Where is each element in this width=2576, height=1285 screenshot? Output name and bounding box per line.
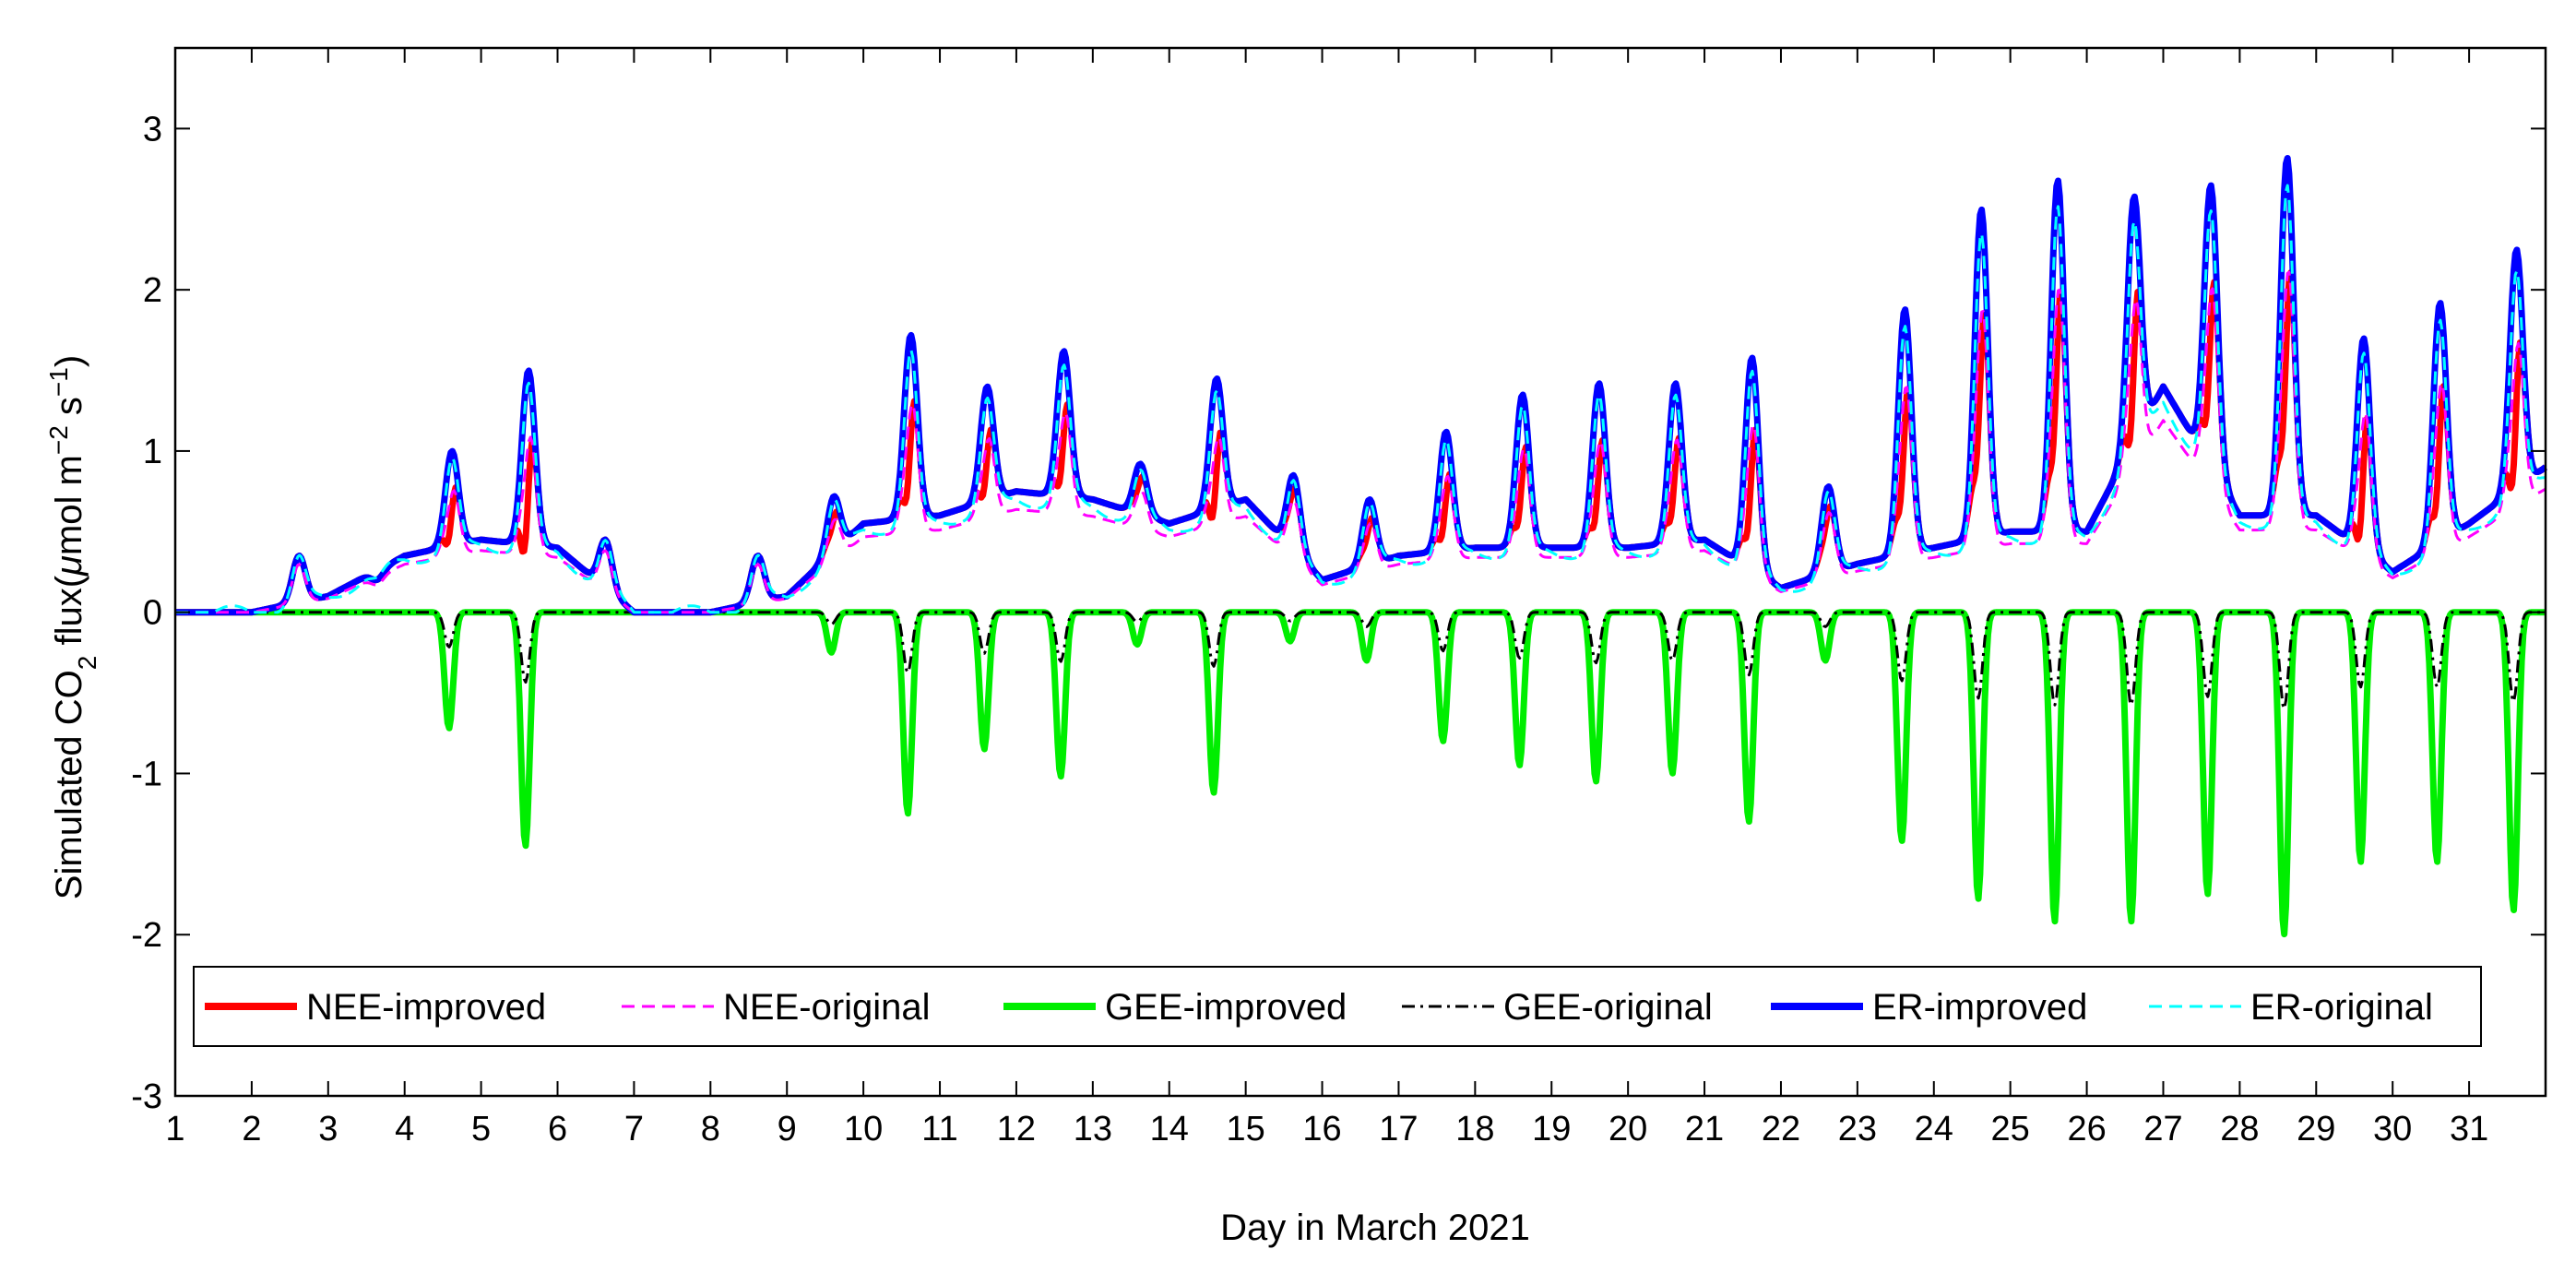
x-tick-label: 10 — [844, 1110, 883, 1148]
x-tick-label: 31 — [2450, 1110, 2488, 1148]
x-tick-label: 30 — [2373, 1110, 2412, 1148]
series-er-original — [175, 184, 2546, 614]
x-tick-label: 27 — [2143, 1110, 2182, 1148]
x-axis-label: Day in March 2021 — [1220, 1208, 1530, 1248]
y-tick-label: 0 — [143, 594, 162, 633]
x-tick-label: 28 — [2220, 1110, 2259, 1148]
x-tick-label: 1 — [165, 1110, 184, 1148]
series-gee-original — [175, 611, 2546, 710]
series-er-improved — [173, 155, 2548, 616]
x-tick-label: 12 — [997, 1110, 1036, 1148]
plot-area — [173, 155, 2548, 938]
x-tick-label: 21 — [1685, 1110, 1724, 1148]
legend-label-gee-original: GEE-original — [1503, 987, 1713, 1028]
y-tick-label: 2 — [143, 271, 162, 310]
x-tick-label: 3 — [318, 1110, 338, 1148]
axes-frame — [173, 46, 2547, 1098]
x-tick-label: 9 — [778, 1110, 797, 1148]
y-tick-label: -2 — [131, 916, 162, 955]
legend-label-er-improved: ER-improved — [1872, 987, 2087, 1028]
x-tick-label: 26 — [2067, 1110, 2106, 1148]
x-tick-label: 29 — [2297, 1110, 2335, 1148]
x-tick-label: 15 — [1227, 1110, 1265, 1148]
x-tick-label: 2 — [242, 1110, 261, 1148]
x-tick-label: 22 — [1762, 1110, 1800, 1148]
x-tick-label: 14 — [1150, 1110, 1189, 1148]
x-tick-label: 6 — [548, 1110, 567, 1148]
x-tick-label: 19 — [1532, 1110, 1571, 1148]
x-tick-label: 5 — [471, 1110, 491, 1148]
y-axis-label: Simulated CO2 flux(μmol m−2 s−1) — [44, 355, 101, 899]
x-tick-label: 25 — [1991, 1110, 2030, 1148]
x-tick-label: 4 — [395, 1110, 414, 1148]
legend-label-nee-original: NEE-original — [723, 987, 931, 1028]
y-tick-label: -3 — [131, 1077, 162, 1116]
x-tick-label: 23 — [1838, 1110, 1877, 1148]
x-tick-label: 17 — [1379, 1110, 1418, 1148]
x-tick-label: 7 — [624, 1110, 644, 1148]
legend-label-gee-improved: GEE-improved — [1105, 987, 1347, 1028]
legend-label-er-original: ER-original — [2250, 987, 2433, 1028]
x-tick-label: 18 — [1455, 1110, 1494, 1148]
legend-label-nee-improved: NEE-improved — [306, 987, 546, 1028]
x-tick-label: 20 — [1609, 1110, 1647, 1148]
y-tick-label: 3 — [143, 110, 162, 149]
x-tick-label: 11 — [921, 1110, 957, 1148]
legend: NEE-improved NEE-original GEE-improved G… — [193, 966, 2482, 1047]
x-tick-label: 8 — [701, 1110, 720, 1148]
y-tick-label: -1 — [131, 755, 162, 793]
x-tick-label: 24 — [1915, 1110, 1953, 1148]
x-tick-label: 13 — [1074, 1110, 1112, 1148]
y-tick-label: 1 — [143, 433, 162, 471]
x-tick-label: 16 — [1302, 1110, 1341, 1148]
axes: 1 2 3 4 5 6 7 8 9 10 11 12 13 14 15 16 17 18 19 20 21 22 23 24 2… — [131, 46, 2547, 1148]
legend-box — [193, 966, 2482, 1047]
